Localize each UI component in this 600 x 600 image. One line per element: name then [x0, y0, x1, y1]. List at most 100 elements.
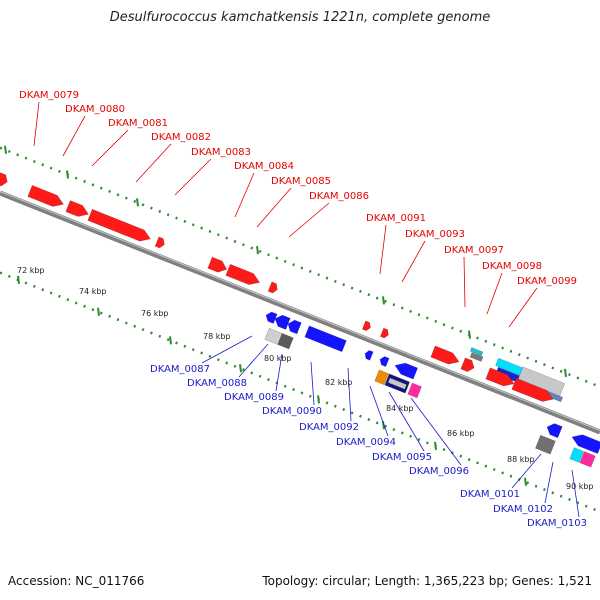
callout-dkam-0088 — [238, 343, 269, 378]
callout-dkam-0093 — [401, 240, 426, 283]
label-callouts: DKAM_0079 DKAM_0080 DKAM_0081 DKAM_0082 DKAM… — [19, 90, 587, 529]
gene-dkam-0088 — [274, 314, 291, 330]
inner-track-tick — [169, 336, 172, 345]
genome-backbone — [0, 190, 600, 435]
page-title: Desulfurococcus kamchatkensis 1221n, com… — [109, 10, 491, 25]
label-dkam-0079: DKAM_0079 — [19, 90, 79, 101]
gene-dkam-0102b — [569, 447, 584, 463]
accession-value: NC_011766 — [75, 574, 145, 588]
tick-label-82: 82 kbp — [325, 378, 353, 387]
gene-dkam-0099 — [485, 367, 515, 387]
callout-dkam-0083 — [174, 158, 212, 196]
gene-dkam-0084-shape — [207, 256, 228, 273]
gene-dkam-0082-shape — [87, 208, 151, 242]
gene-dkam-0097b-shape — [460, 357, 475, 373]
label-dkam-0094: DKAM_0094 — [336, 437, 396, 448]
label-dkam-0095: DKAM_0095 — [372, 452, 432, 463]
gene-dkam-0089b-shape — [277, 333, 294, 350]
gene-features — [0, 172, 600, 468]
gene-dkam-0102-shape — [571, 434, 600, 455]
label-dkam-0080: DKAM_0080 — [65, 104, 125, 115]
gene-dkam-0089b — [277, 333, 294, 350]
gene-dkam-0101b — [535, 434, 556, 455]
label-dkam-0089: DKAM_0089 — [224, 392, 284, 403]
gene-dkam-0098-gray — [469, 352, 484, 362]
callout-dkam-0081 — [91, 129, 129, 167]
gene-dkam-0080-shape — [27, 184, 64, 207]
gene-dkam-0079-shape — [0, 172, 8, 187]
topology-label: Topology: — [262, 574, 319, 588]
tick-label-88: 88 kbp — [507, 455, 535, 464]
label-dkam-0096: DKAM_0096 — [409, 466, 469, 477]
gene-dkam-0097 — [430, 345, 460, 365]
gene-dkam-0093 — [379, 327, 389, 339]
gene-dkam-0079 — [0, 172, 8, 187]
tick-label-72: 72 kbp — [17, 266, 45, 275]
gene-dkam-0099b — [511, 377, 554, 402]
gene-dkam-0094-shape — [379, 356, 390, 367]
gene-dkam-0097-shape — [430, 345, 460, 365]
inner-track-tick — [97, 307, 100, 316]
gene-dkam-0090 — [304, 325, 347, 353]
tick-label-78: 78 kbp — [203, 332, 231, 341]
gene-dkam-0095 — [394, 362, 419, 380]
label-dkam-0088: DKAM_0088 — [187, 378, 247, 389]
gene-dkam-0091-shape — [361, 320, 371, 332]
genes-label: Genes: — [511, 574, 554, 588]
tick-label-76: 76 kbp — [141, 309, 169, 318]
gene-dkam-0096-shape — [407, 382, 422, 399]
gene-dkam-0095c — [387, 377, 408, 390]
gene-dkam-0088-shape — [274, 314, 291, 330]
tick-label-80: 80 kbp — [264, 354, 292, 363]
gene-dkam-0098-cyan — [469, 347, 484, 357]
gene-dkam-0103 — [579, 451, 596, 468]
genes-value: 1,521 — [557, 574, 592, 588]
gene-dkam-0092 — [364, 349, 374, 361]
callout-dkam-0082 — [135, 143, 172, 183]
outer-track-tick — [468, 330, 471, 339]
gene-dkam-0094b-shape — [374, 369, 389, 386]
label-dkam-0086: DKAM_0086 — [309, 191, 369, 202]
inner-track-tick — [17, 275, 20, 284]
gene-dkam-0094 — [379, 356, 390, 367]
callout-dkam-0086 — [288, 202, 330, 238]
gene-dkam-0093-shape — [379, 327, 389, 339]
gene-dkam-0101 — [546, 423, 563, 439]
gene-dkam-0082 — [87, 208, 151, 242]
label-dkam-0092: DKAM_0092 — [299, 422, 359, 433]
callout-dkam-0099 — [508, 287, 538, 328]
callout-dkam-0095 — [388, 391, 425, 452]
callout-dkam-0085 — [256, 187, 292, 228]
gene-dkam-0092-shape — [364, 349, 374, 361]
gene-dkam-0102 — [571, 434, 600, 455]
gene-dkam-0094b — [374, 369, 389, 386]
tick-label-86: 86 kbp — [447, 429, 475, 438]
outer-track-tick — [382, 296, 385, 305]
gene-dkam-0090-shape — [304, 325, 347, 353]
label-dkam-0101: DKAM_0101 — [460, 489, 520, 500]
label-dkam-0081: DKAM_0081 — [108, 118, 168, 129]
gene-dkam-0099b-shape — [511, 377, 554, 402]
label-dkam-0083: DKAM_0083 — [191, 147, 251, 158]
outer-track-tick — [66, 170, 69, 179]
gene-dkam-0085-shape — [225, 263, 261, 285]
gene-dkam-0086-shape — [267, 281, 278, 294]
callout-dkam-0089 — [275, 353, 283, 392]
gene-dkam-0102b-shape — [569, 447, 584, 463]
gene-dkam-0081 — [65, 200, 89, 217]
label-dkam-0093: DKAM_0093 — [405, 229, 465, 240]
outer-track-tick — [136, 198, 139, 207]
gene-dkam-0085 — [225, 263, 261, 285]
topology-value: circular — [322, 574, 367, 588]
gene-dkam-0089 — [264, 327, 283, 345]
gene-dkam-0095c-shape — [387, 377, 408, 390]
label-dkam-0087: DKAM_0087 — [150, 364, 210, 375]
label-dkam-0099: DKAM_0099 — [517, 276, 577, 287]
gene-dkam-0098-cyan-shape — [469, 347, 484, 357]
gene-dkam-0083 — [154, 236, 165, 249]
callout-dkam-0094 — [369, 385, 389, 437]
label-dkam-0103: DKAM_0103 — [527, 518, 587, 529]
gene-dkam-0086 — [267, 281, 278, 294]
gene-dkam-0095-shape — [394, 362, 419, 380]
